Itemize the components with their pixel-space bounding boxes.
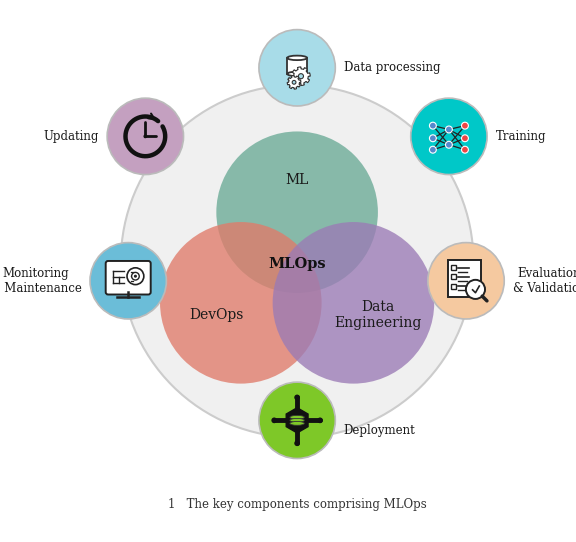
Ellipse shape [287, 56, 307, 60]
Circle shape [107, 98, 184, 175]
Circle shape [259, 30, 335, 106]
Circle shape [160, 222, 321, 384]
Text: Data
Engineering: Data Engineering [334, 300, 422, 330]
Bar [451, 274, 456, 280]
Circle shape [294, 395, 300, 401]
Text: ML: ML [286, 173, 309, 188]
Text: Data processing: Data processing [344, 61, 440, 74]
Circle shape [259, 382, 335, 459]
Polygon shape [286, 408, 308, 433]
FancyBboxPatch shape [106, 261, 151, 294]
Circle shape [298, 74, 304, 79]
Circle shape [90, 243, 166, 319]
Text: Evaluation
& Validation: Evaluation & Validation [513, 267, 576, 295]
Circle shape [445, 126, 452, 133]
Circle shape [466, 280, 485, 299]
Circle shape [121, 85, 473, 437]
Text: Updating: Updating [43, 130, 99, 143]
Circle shape [272, 222, 434, 384]
Circle shape [131, 273, 139, 280]
Circle shape [411, 98, 487, 175]
Bar [451, 283, 456, 289]
Circle shape [271, 417, 277, 423]
Circle shape [292, 80, 296, 84]
Text: Monitoring
& Maintenance: Monitoring & Maintenance [0, 267, 82, 295]
FancyBboxPatch shape [448, 260, 482, 296]
Circle shape [430, 135, 436, 141]
Ellipse shape [290, 418, 304, 422]
Circle shape [428, 243, 504, 319]
Text: 1   The key components comprising MLOps: 1 The key components comprising MLOps [168, 498, 426, 511]
Circle shape [294, 441, 300, 446]
Text: MLOps: MLOps [268, 257, 326, 270]
Text: DevOps: DevOps [189, 308, 244, 322]
Text: Training: Training [495, 130, 546, 143]
Circle shape [317, 417, 323, 423]
Ellipse shape [290, 422, 304, 425]
Polygon shape [291, 67, 310, 86]
Ellipse shape [290, 415, 304, 419]
Circle shape [461, 122, 468, 129]
Circle shape [217, 132, 378, 293]
Circle shape [461, 135, 468, 141]
Circle shape [134, 275, 137, 278]
Circle shape [445, 141, 452, 148]
Circle shape [430, 146, 436, 153]
Circle shape [430, 122, 436, 129]
Circle shape [461, 146, 468, 153]
Ellipse shape [287, 72, 307, 76]
FancyBboxPatch shape [287, 58, 307, 74]
Text: Deployment: Deployment [344, 424, 415, 437]
Polygon shape [287, 75, 301, 89]
Circle shape [143, 134, 147, 138]
Circle shape [127, 268, 144, 285]
Bar [451, 266, 456, 270]
